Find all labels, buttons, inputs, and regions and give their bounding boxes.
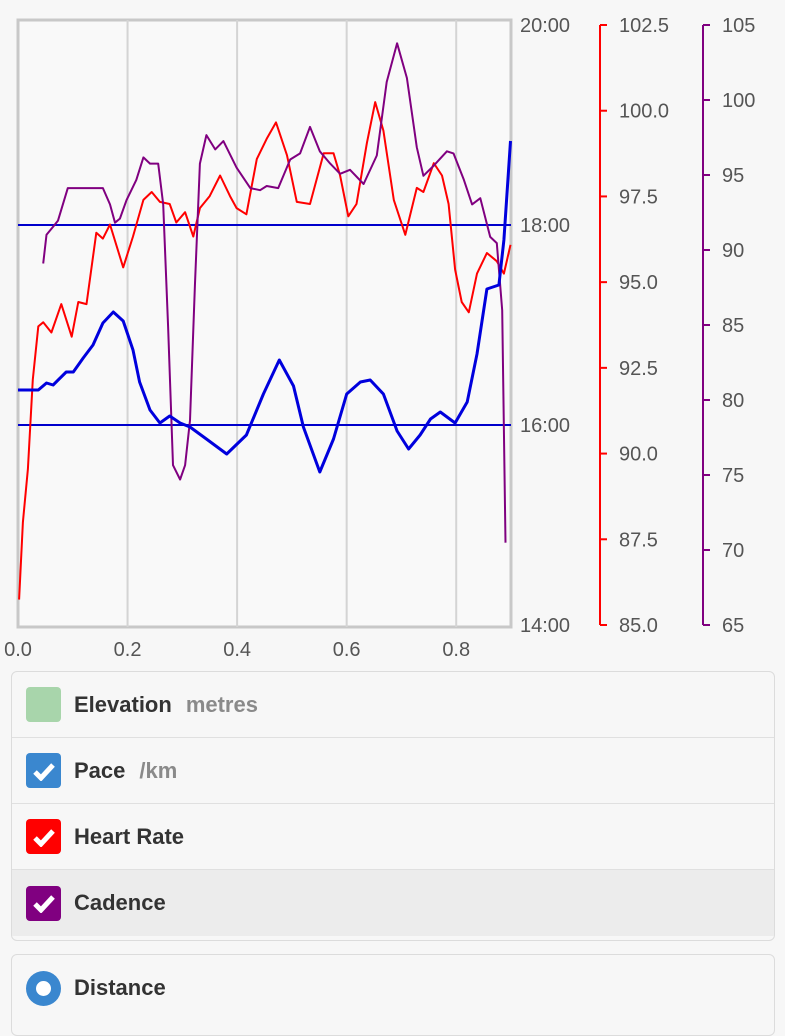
pace-tick-label: 20:00 xyxy=(520,15,570,37)
cadence-label: Cadence xyxy=(74,890,166,915)
x-axis-option-panel: Distance xyxy=(11,954,775,1036)
cadence-tick-label: 65 xyxy=(722,615,744,637)
toggle-pace[interactable]: Pace /km xyxy=(12,738,774,804)
x-tick-label: 0.4 xyxy=(223,639,251,661)
heart-rate-tick-label: 87.5 xyxy=(619,529,658,551)
distance-radio-selected-icon[interactable] xyxy=(26,970,61,1006)
pace-tick-label: 16:00 xyxy=(520,415,570,437)
cadence-checkbox-checked-icon[interactable] xyxy=(26,885,61,921)
pace-series-line xyxy=(18,140,512,474)
cadence-tick-label: 90 xyxy=(722,240,744,262)
heart-rate-tick-label: 97.5 xyxy=(619,186,658,208)
cadence-tick-label: 85 xyxy=(722,315,744,337)
x-tick-label: 0.0 xyxy=(4,639,32,661)
heart-rate-tick-label: 92.5 xyxy=(619,358,658,380)
heart-rate-tick-label: 90.0 xyxy=(619,444,658,466)
heart-rate-tick-label: 95.0 xyxy=(619,272,658,294)
chart: 0.0 0.2 0.4 0.6 0.8 20:00 18:00 16:00 14:00 102.5… xyxy=(4,15,755,661)
cadence-tick-label: 70 xyxy=(722,540,744,562)
plot-area xyxy=(16,18,513,629)
elevation-checkbox-icon[interactable] xyxy=(26,687,61,722)
heart-rate-label: Heart Rate xyxy=(74,823,185,849)
cadence-tick-label: 75 xyxy=(722,465,744,487)
pace-checkbox-checked-icon[interactable] xyxy=(26,753,61,788)
toggle-heart-rate[interactable]: Heart Rate xyxy=(12,804,774,870)
cadence-tick-label: 105 xyxy=(722,15,755,37)
pace-tick-label: 18:00 xyxy=(520,215,570,237)
pace-label: Pace xyxy=(74,757,126,783)
elevation-unit: metres xyxy=(185,691,258,717)
cadence-tick-label: 95 xyxy=(722,165,744,187)
heart-rate-series-line xyxy=(18,101,512,600)
distance-label: Distance xyxy=(74,975,166,1000)
cadence-tick-label: 100 xyxy=(722,90,755,112)
heart-rate-checkbox-checked-icon[interactable] xyxy=(26,819,61,854)
toggle-elevation[interactable]: Elevation metres xyxy=(12,672,774,738)
heart-rate-tick-label: 102.5 xyxy=(619,15,669,37)
x-tick-label: 0.8 xyxy=(442,639,470,661)
pace-tick-label: 14:00 xyxy=(520,615,570,637)
x-tick-label: 0.2 xyxy=(114,639,142,661)
pace-unit: /km xyxy=(139,757,178,783)
series-toggle-panel: Elevation metres Pace /km Heart Rate Cad… xyxy=(11,671,775,941)
cadence-series-line xyxy=(42,42,507,543)
option-distance[interactable]: Distance xyxy=(12,955,774,1021)
heart-rate-tick-label: 100.0 xyxy=(619,101,669,123)
cadence-tick-label: 80 xyxy=(722,390,744,412)
heart-rate-tick-label: 85.0 xyxy=(619,615,658,637)
toggle-cadence[interactable]: Cadence xyxy=(12,870,774,936)
elevation-label: Elevation xyxy=(74,691,172,717)
x-tick-label: 0.6 xyxy=(333,639,361,661)
